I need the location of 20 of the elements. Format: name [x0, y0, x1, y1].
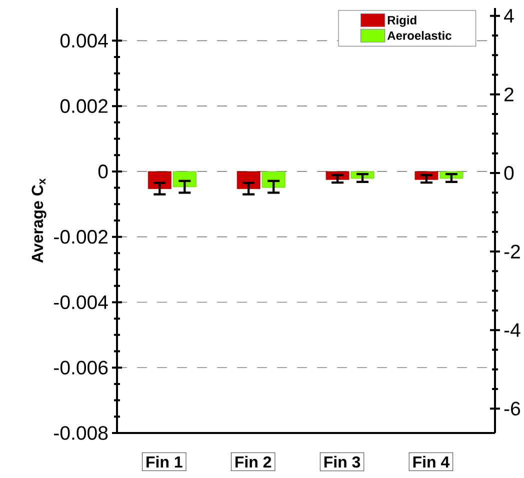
x-tick-label: Fin 1: [146, 456, 182, 468]
x-tick-label: Fin 4: [413, 456, 450, 468]
y-tick-label: 0.004: [60, 34, 108, 48]
x-tick-label: Fin 2: [235, 456, 272, 468]
y2-tick-label: -6: [504, 402, 520, 416]
y2-tick-label: 4: [504, 9, 514, 23]
y-tick-label: -0.006: [54, 360, 108, 375]
x-tick-label: Fin 3: [324, 456, 360, 468]
y-tick-label: -0.004: [54, 295, 108, 310]
legend-label: Aeroelastic: [387, 31, 452, 40]
y2-tick-label: 2: [504, 88, 514, 102]
y2-tick-label: -4: [504, 323, 520, 337]
y-tick-label: -0.002: [54, 230, 108, 244]
legend-label: Rigid: [388, 16, 416, 27]
y2-tick-label: -2: [504, 244, 520, 258]
y2-tick-label: 0: [504, 166, 514, 180]
y-tick-label: 0: [98, 164, 108, 178]
y-tick-label: 0.002: [60, 99, 108, 113]
y-tick-label: -0.008: [54, 426, 108, 440]
y-axis-title: Average C$_{x}$: [32, 178, 46, 263]
